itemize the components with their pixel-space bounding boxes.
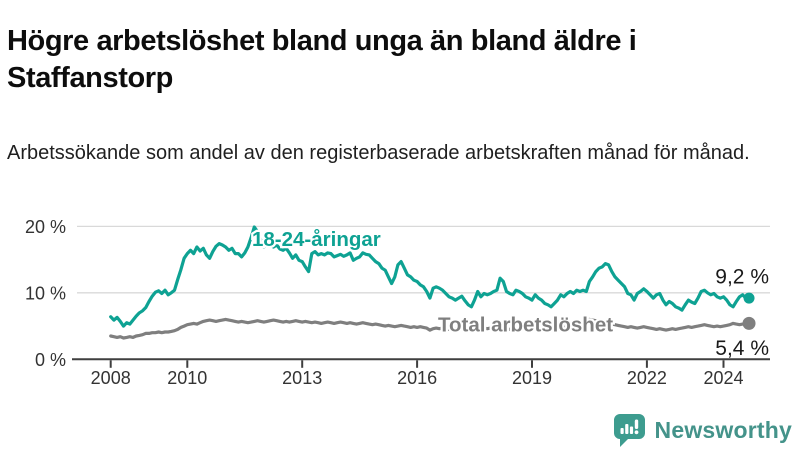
- y-tick-label: 0 %: [35, 350, 66, 370]
- page-title: Högre arbetslöshet bland unga än bland ä…: [7, 25, 637, 94]
- newsworthy-logo-icon: [613, 414, 645, 447]
- series-label-total: Total arbetslöshet: [438, 314, 613, 337]
- x-tick-label: 2022: [627, 368, 667, 388]
- newsworthy-brand-text: Newsworthy: [654, 416, 792, 443]
- x-tick-label: 2010: [167, 368, 207, 388]
- x-tick-label: 2024: [703, 368, 743, 388]
- x-tick-label: 2019: [512, 368, 552, 388]
- newsworthy-brand: Newsworthy: [613, 413, 792, 447]
- series-end-dot-total: [742, 316, 756, 330]
- x-tick-label: 2013: [282, 368, 322, 388]
- series-end-dot-young: [743, 292, 755, 304]
- series-label-young: 18-24-åringar: [252, 228, 381, 251]
- x-tick-label: 2016: [397, 368, 437, 388]
- y-tick-label: 20 %: [25, 217, 66, 237]
- chart-subtitle: Arbetssökande som andel av den registerb…: [7, 142, 750, 164]
- y-tick-label: 10 %: [25, 283, 66, 303]
- end-value-label-total: 5,4 %: [715, 337, 769, 360]
- end-value-label-young: 9,2 %: [715, 266, 769, 289]
- x-tick-label: 2008: [91, 368, 131, 388]
- series-line-young: [109, 225, 751, 328]
- series-line-total: [109, 317, 751, 340]
